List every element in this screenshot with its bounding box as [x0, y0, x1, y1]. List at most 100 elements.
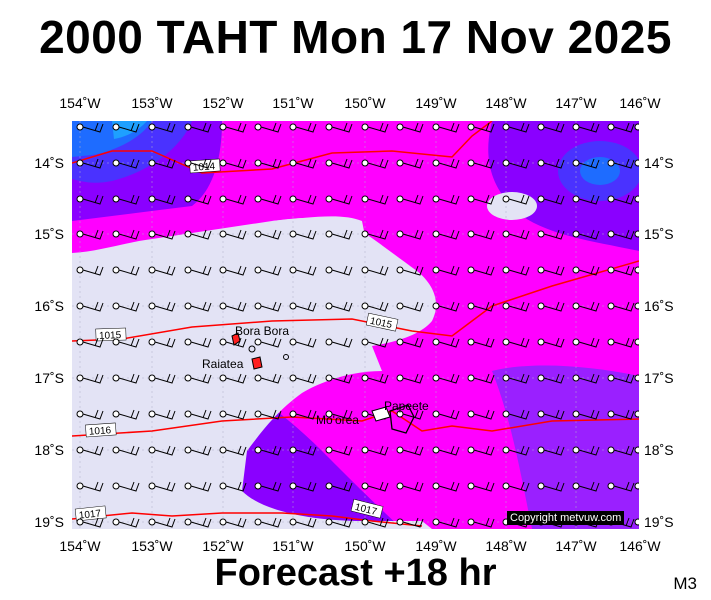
lon-label-154w-bottom: 154˚W: [59, 538, 101, 554]
wind-station: [537, 266, 545, 274]
wind-barb: [613, 409, 635, 420]
wind-barb: [82, 517, 104, 528]
wind-station: [148, 195, 156, 203]
wind-barb: [82, 158, 104, 169]
wind-barb: [613, 158, 635, 169]
wind-barb: [402, 373, 424, 384]
wind-station: [289, 410, 297, 418]
wind-barb: [82, 122, 104, 133]
wind-station: [572, 410, 580, 418]
wind-barb: [508, 194, 530, 205]
wind-station: [148, 230, 156, 238]
wind-barb: [578, 194, 600, 205]
wind-barb: [295, 373, 317, 384]
wind-barb: [118, 122, 140, 133]
wind-barb: [402, 445, 424, 456]
wind-station: [184, 302, 192, 310]
wind-station: [361, 230, 369, 238]
wind-station: [432, 518, 440, 526]
forecast-label: Forecast +18 hr: [214, 552, 497, 594]
wind-barb: [225, 409, 247, 420]
wind-barb: [295, 301, 317, 312]
wind-barb: [190, 445, 212, 456]
wind-barb: [225, 481, 247, 492]
lon-label-148w-bottom: 148˚W: [485, 538, 527, 554]
wind-station: [432, 410, 440, 418]
wind-barb: [190, 194, 212, 205]
wind-barb: [367, 445, 389, 456]
wind-station: [537, 374, 545, 382]
wind-station: [502, 266, 510, 274]
wind-station: [572, 230, 580, 238]
wind-station: [502, 159, 510, 167]
wind-station: [219, 446, 227, 454]
wind-barb: [473, 194, 495, 205]
wind-barb: [331, 481, 353, 492]
wind-station: [502, 446, 510, 454]
wind-barb: [473, 445, 495, 456]
wind-barb: [613, 265, 635, 276]
wind-station: [607, 302, 615, 310]
svg-text:1015: 1015: [369, 316, 393, 331]
wind-station: [467, 159, 475, 167]
isobar-label-1014: 1014: [189, 158, 221, 174]
wind-barb: [473, 517, 495, 528]
wind-station: [361, 302, 369, 310]
wind-barb: [367, 158, 389, 169]
wind-station: [537, 482, 545, 490]
wind-barb: [295, 265, 317, 276]
wind-station: [537, 302, 545, 310]
wind-station: [112, 446, 120, 454]
wind-barb: [118, 265, 140, 276]
wind-station: [572, 302, 580, 310]
wind-station: [112, 338, 120, 346]
wind-barb: [82, 229, 104, 240]
lon-label-147w: 147˚W: [555, 95, 597, 111]
wind-barb: [508, 481, 530, 492]
wind-station: [502, 302, 510, 310]
wind-station: [112, 302, 120, 310]
wind-barb: [260, 301, 282, 312]
wind-station: [396, 123, 404, 131]
lat-label-18s: 18˚S: [34, 442, 64, 458]
lon-label-146w-bottom: 146˚W: [619, 538, 661, 554]
wind-station: [148, 266, 156, 274]
wind-station: [361, 159, 369, 167]
wind-barb: [473, 409, 495, 420]
model-code: M3: [673, 574, 697, 593]
wind-barb: [508, 337, 530, 348]
wind-station: [432, 266, 440, 274]
wind-station: [537, 338, 545, 346]
wind-station: [502, 230, 510, 238]
wind-barb: [331, 517, 353, 528]
wind-station: [254, 123, 262, 131]
wind-barb: [118, 481, 140, 492]
wind-station: [361, 374, 369, 382]
wind-station: [467, 230, 475, 238]
wind-station: [112, 159, 120, 167]
wind-barb: [473, 229, 495, 240]
wind-station: [467, 446, 475, 454]
wind-station: [254, 338, 262, 346]
wind-barb: [295, 445, 317, 456]
wind-barb: [473, 158, 495, 169]
lat-label-18s-right: 18˚S: [644, 442, 674, 458]
wind-barb: [118, 337, 140, 348]
wind-barb: [260, 229, 282, 240]
wind-barb: [402, 481, 424, 492]
lon-label-151w-bottom: 151˚W: [272, 538, 314, 554]
wind-station: [432, 195, 440, 203]
wind-barb: [613, 445, 635, 456]
isobar-label-1017-west: 1017: [74, 505, 107, 522]
wind-station: [396, 159, 404, 167]
place-label-moorea: Mo'orea: [316, 413, 359, 427]
place-label-bora-bora: Bora Bora: [235, 324, 289, 338]
wind-station: [254, 482, 262, 490]
wind-station: [634, 518, 639, 526]
wind-barb: [154, 265, 176, 276]
wind-barb: [402, 409, 424, 420]
wind-barb: [118, 445, 140, 456]
isobar-1015: [72, 260, 639, 342]
wind-station: [396, 338, 404, 346]
wind-barb: [508, 229, 530, 240]
